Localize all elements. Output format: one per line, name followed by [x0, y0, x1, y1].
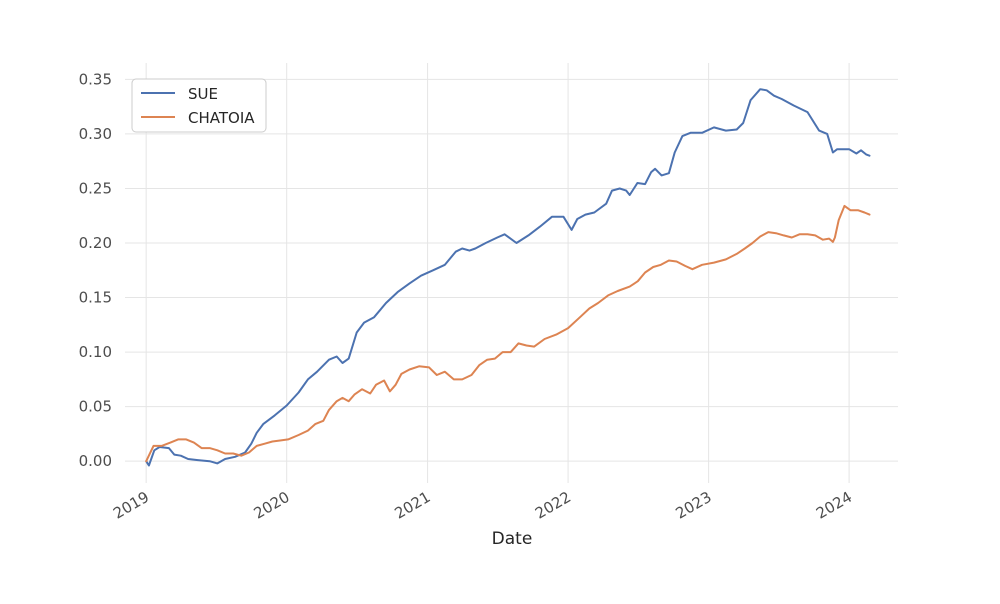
x-tick-label: 2020 [251, 488, 293, 523]
legend: SUE CHATOIA [131, 78, 267, 133]
x-tick-label: 2024 [813, 488, 855, 523]
y-axis: 0.00 0.05 0.10 0.15 0.20 0.25 0.30 0.35 [79, 70, 112, 470]
y-tick-label: 0.20 [79, 234, 112, 252]
legend-label-chatoia: CHATOIA [188, 109, 255, 127]
y-tick-label: 0.35 [79, 70, 112, 88]
series-line-chatoia [145, 204, 871, 463]
y-tick-label: 0.30 [79, 125, 112, 143]
x-tick-label: 2023 [673, 488, 715, 523]
x-axis: 2019 2020 2021 2022 2023 2024 [110, 488, 855, 523]
y-tick-label: 0.00 [79, 452, 112, 470]
series-group [145, 88, 871, 467]
x-tick-label: 2021 [392, 488, 434, 523]
y-tick-label: 0.10 [79, 343, 112, 361]
x-tick-label: 2019 [110, 488, 152, 523]
y-tick-label: 0.25 [79, 179, 112, 197]
y-tick-label: 0.15 [79, 289, 112, 307]
x-tick-label: 2022 [532, 488, 574, 523]
legend-label-sue: SUE [188, 85, 218, 103]
series-line-sue [145, 88, 871, 467]
x-axis-label: Date [492, 529, 533, 549]
y-tick-label: 0.05 [79, 398, 112, 416]
grid [125, 63, 898, 483]
